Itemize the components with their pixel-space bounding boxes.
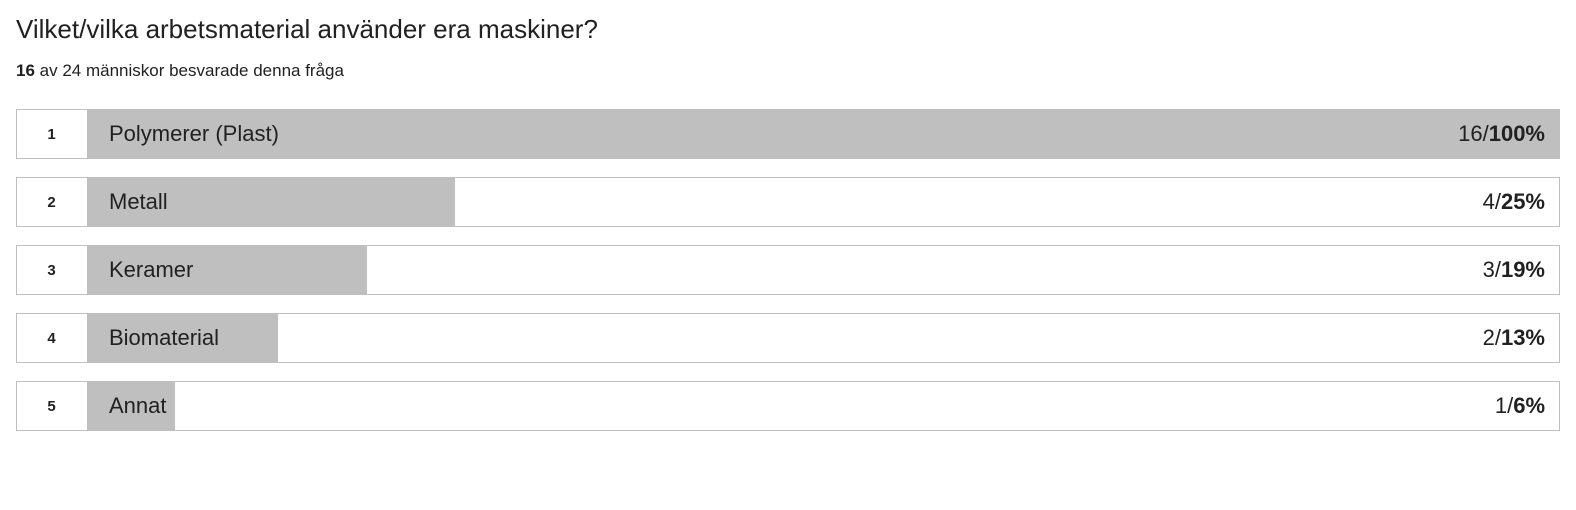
response-meta-text: av 24 människor besvarade denna fråga [35,61,344,80]
bar-percent: 100% [1489,121,1545,147]
bar-percent: 6% [1513,393,1545,419]
bar-value: 16 / 100% [1458,110,1545,158]
question-title: Vilket/vilka arbetsmaterial använder era… [16,14,1560,45]
bar-track: Biomaterial 2 / 13% [87,314,1559,362]
bar-row: 3 Keramer 3 / 19% [16,245,1560,295]
bar-track: Keramer 3 / 19% [87,246,1559,294]
bar-track: Polymerer (Plast) 16 / 100% [87,110,1559,158]
bar-chart: 1 Polymerer (Plast) 16 / 100% 2 Metall 4 / 25… [16,109,1560,431]
bar-count: 4 [1483,189,1495,215]
bar-row: 2 Metall 4 / 25% [16,177,1560,227]
bar-label: Keramer [109,246,193,294]
response-count: 16 [16,61,35,80]
bar-count: 3 [1483,257,1495,283]
bar-fill [87,110,1559,158]
bar-index: 3 [17,246,87,294]
bar-value: 3 / 19% [1483,246,1545,294]
bar-label: Polymerer (Plast) [109,110,279,158]
bar-count: 2 [1483,325,1495,351]
bar-percent: 25% [1501,189,1545,215]
bar-row: 4 Biomaterial 2 / 13% [16,313,1560,363]
bar-row: 5 Annat 1 / 6% [16,381,1560,431]
bar-label: Biomaterial [109,314,219,362]
bar-index: 2 [17,178,87,226]
bar-value: 1 / 6% [1495,382,1545,430]
bar-track: Metall 4 / 25% [87,178,1559,226]
bar-value: 2 / 13% [1483,314,1545,362]
bar-index: 1 [17,110,87,158]
bar-index: 5 [17,382,87,430]
bar-label: Metall [109,178,168,226]
bar-label: Annat [109,382,167,430]
bar-value: 4 / 25% [1483,178,1545,226]
bar-count: 16 [1458,121,1482,147]
response-meta: 16 av 24 människor besvarade denna fråga [16,61,1560,81]
bar-percent: 13% [1501,325,1545,351]
bar-percent: 19% [1501,257,1545,283]
bar-count: 1 [1495,393,1507,419]
bar-index: 4 [17,314,87,362]
bar-row: 1 Polymerer (Plast) 16 / 100% [16,109,1560,159]
bar-track: Annat 1 / 6% [87,382,1559,430]
